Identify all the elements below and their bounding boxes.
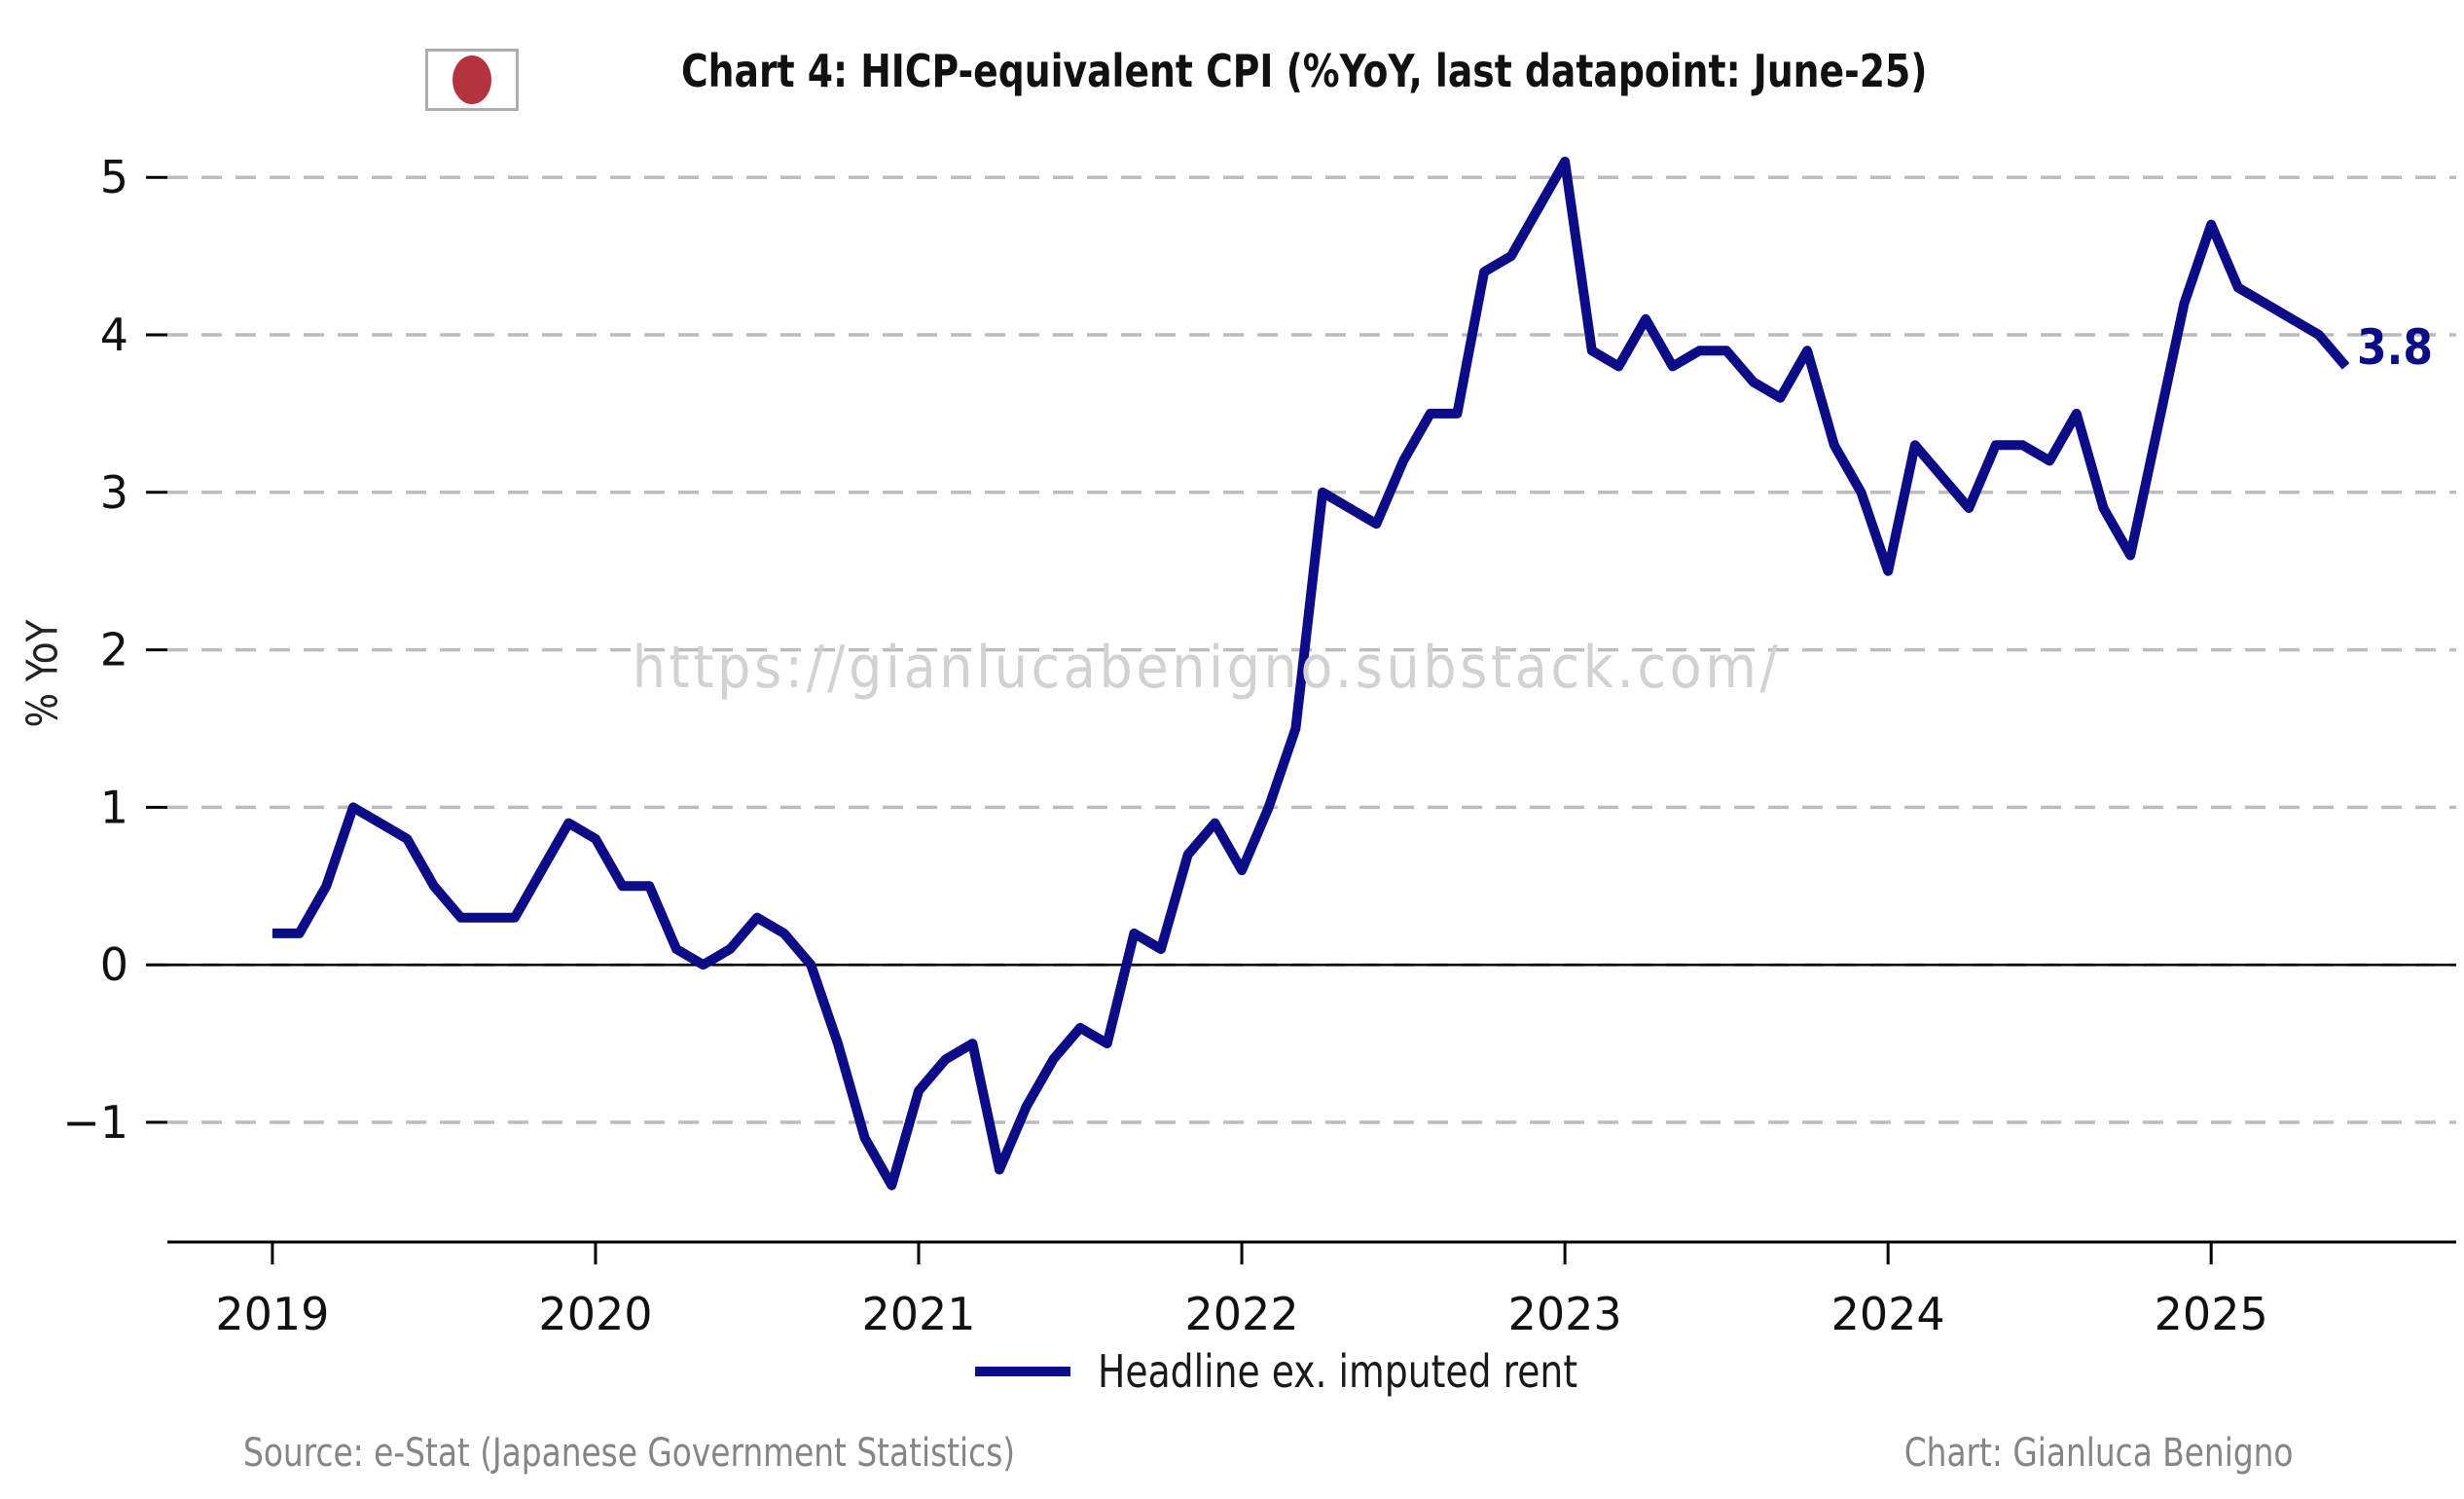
x-tick-label-2019: 2019 [215,1288,329,1340]
japan-flag-icon [425,49,519,111]
x-tick-label-2024: 2024 [1831,1288,1945,1340]
headline-series-line [272,157,2350,1190]
japan-flag-circle [453,55,491,104]
y-tick-label-4: 4 [100,309,128,361]
x-tick-label-2025: 2025 [2155,1288,2268,1340]
y-tick-label--1: −1 [62,1096,128,1149]
y-tick-label-2: 2 [100,624,128,676]
x-tick-label-2022: 2022 [1185,1288,1299,1340]
y-tick-label-3: 3 [100,466,128,519]
chart-title: Chart 4: HICP-equivalent CPI (%YoY, last… [681,45,1928,97]
legend-line-swatch [975,1367,1070,1376]
y-axis-label: % YoY [18,619,68,728]
last-value-label: 3.8 [2357,319,2433,376]
x-tick-label-2021: 2021 [861,1288,975,1340]
y-tick-label-0: 0 [100,938,128,991]
watermark-url: https://gianlucabenigno.substack.com/ [632,634,1782,702]
x-tick-label-2023: 2023 [1508,1288,1622,1340]
legend-label: Headline ex. imputed rent [1098,1345,1578,1398]
y-tick-label-1: 1 [100,781,128,833]
x-tick-label-2020: 2020 [538,1288,652,1340]
chart-credit: Chart: Gianluca Benigno [1903,1431,2293,1476]
legend: Headline ex. imputed rent [975,1345,1683,1398]
y-tick-label-5: 5 [100,151,128,203]
source-note: Source: e-Stat (Japanese Government Stat… [243,1431,1016,1476]
